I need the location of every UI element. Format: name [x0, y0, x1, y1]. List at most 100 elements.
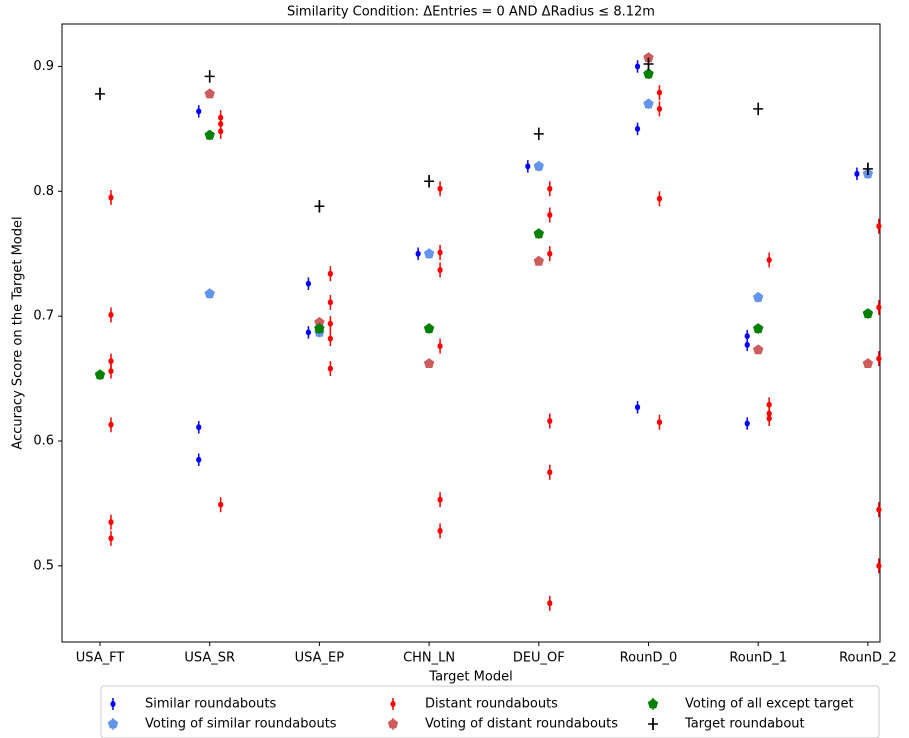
point: [533, 255, 544, 266]
x-tick-label: DEU_OF: [513, 651, 565, 666]
y-tick-label: 0.9: [33, 59, 54, 74]
point: [218, 501, 224, 508]
point: [634, 63, 641, 70]
legend-marker: [387, 718, 399, 729]
point: [634, 125, 641, 132]
point: [862, 162, 873, 175]
plot-frame: [61, 23, 881, 643]
point: [854, 170, 860, 177]
point: [753, 344, 764, 355]
point: [95, 87, 105, 100]
point: [766, 401, 772, 408]
chart-title: Similarity Condition: ΔEntries = 0 AND Δ…: [287, 5, 655, 20]
y-tick-label: 0.5: [33, 558, 54, 573]
point: [196, 108, 202, 115]
x-tick-label: USA_EP: [295, 651, 345, 666]
point: [656, 89, 663, 96]
x-tick-label: USA_FT: [76, 651, 125, 666]
point: [437, 343, 443, 350]
point: [437, 185, 443, 192]
point: [876, 506, 882, 513]
point: [423, 358, 435, 368]
point: [327, 320, 333, 327]
point: [108, 535, 114, 542]
point: [876, 562, 882, 569]
point: [314, 200, 325, 213]
point: [547, 469, 553, 476]
legend-marker: [647, 698, 659, 709]
point: [656, 105, 663, 112]
point: [643, 57, 654, 70]
point: [876, 304, 882, 311]
point: [108, 421, 114, 428]
legend-label: Similar roundabouts: [145, 697, 276, 712]
point: [547, 212, 553, 219]
point: [753, 102, 764, 115]
x-tick-label: USA_SR: [184, 651, 235, 666]
legend-marker: [110, 701, 116, 707]
point: [744, 333, 750, 340]
point: [108, 519, 114, 526]
legend-marker: [107, 718, 119, 729]
legend-marker: [390, 701, 396, 707]
legend-label: Voting of distant roundabouts: [425, 717, 618, 732]
point: [643, 68, 654, 79]
point: [766, 415, 772, 422]
point: [753, 291, 764, 302]
x-axis-title: Target Model: [428, 670, 512, 685]
point: [314, 316, 325, 327]
point: [744, 420, 750, 427]
point: [196, 424, 202, 431]
point: [547, 600, 553, 607]
legend-label: Target roundabout: [684, 717, 805, 732]
x-tick-label: CHN_LN: [403, 651, 455, 666]
point: [424, 175, 435, 188]
point: [314, 323, 325, 334]
point: [437, 266, 443, 273]
point: [862, 308, 874, 319]
point: [305, 329, 312, 336]
point: [547, 185, 553, 192]
point: [108, 194, 114, 201]
point: [766, 256, 772, 263]
y-axis-title: Accuracy Score on the Target Model: [11, 216, 26, 449]
point: [547, 250, 553, 257]
y-tick-label: 0.7: [33, 309, 54, 324]
point: [204, 88, 215, 99]
y-tick-label: 0.6: [33, 433, 54, 448]
legend-label: Distant roundabouts: [425, 697, 558, 712]
point: [876, 355, 882, 362]
point: [423, 248, 435, 259]
point: [656, 195, 663, 202]
y-tick-label: 0.8: [33, 184, 54, 199]
legend-marker: [648, 718, 658, 730]
x-tick-label: RounD_0: [620, 651, 678, 666]
x-tick-label: RounD_2: [839, 651, 897, 666]
point: [656, 419, 663, 426]
point: [423, 323, 435, 334]
point: [533, 127, 544, 140]
point: [437, 527, 443, 534]
point: [108, 311, 114, 318]
point: [643, 98, 654, 109]
point: [437, 249, 443, 256]
legend-label: Voting of all except target: [685, 697, 854, 712]
point: [547, 418, 553, 425]
point: [744, 341, 750, 348]
point: [415, 250, 421, 257]
point: [218, 128, 224, 135]
point: [94, 369, 106, 380]
point: [634, 404, 641, 411]
x-tick-label: RounD_1: [729, 651, 787, 666]
point: [108, 358, 114, 365]
point: [525, 163, 531, 170]
point: [437, 496, 443, 503]
legend-label: Voting of similar roundabouts: [145, 717, 337, 732]
point: [204, 129, 215, 140]
point: [862, 358, 874, 368]
point: [327, 335, 333, 342]
point: [327, 299, 333, 306]
point: [204, 70, 215, 83]
point: [533, 228, 544, 239]
